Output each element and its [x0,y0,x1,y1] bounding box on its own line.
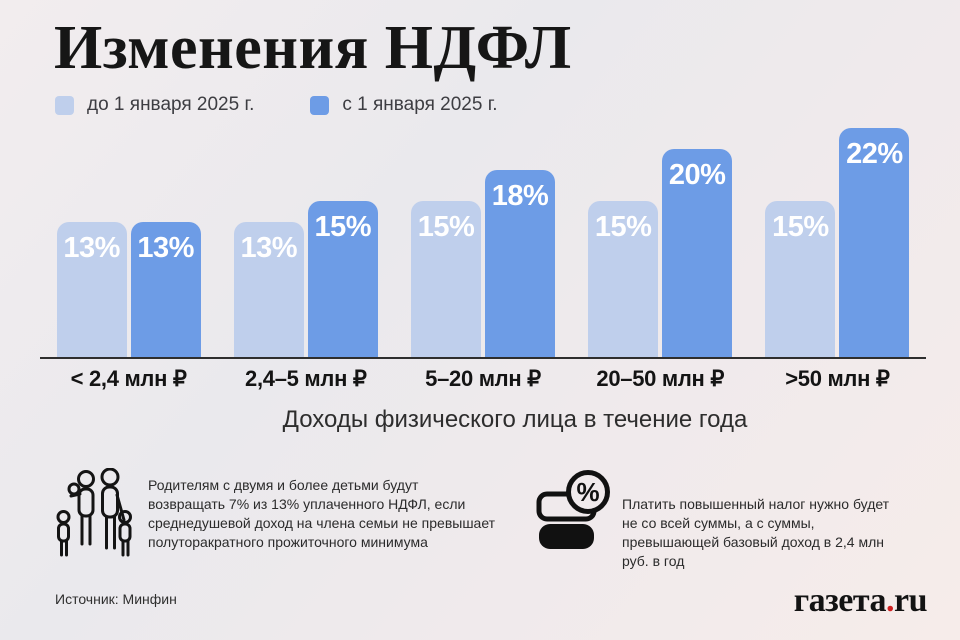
bar-before: 13% [56,222,127,357]
bar-value-label: 13% [240,232,298,264]
bar-value-label: 15% [594,211,652,243]
bar-chart: 13% 13% 13% 15% 15% 18% 15% 20% 15% 22% < 2,4 млн… [40,0,926,433]
x-axis-labels: < 2,4 млн ₽ 2,4–5 млн ₽ 5–20 млн ₽ 20–50 мл… [40,366,926,392]
family-icon [54,467,134,571]
source-label: Источник: Минфин [55,591,177,607]
legend-label-before: до 1 января 2025 г. [87,94,255,115]
bar-after: 18% [485,170,555,357]
bar-value-label: 20% [668,159,726,191]
legend-swatch-before [55,95,74,115]
bar-group: 15% 22% [749,128,926,357]
bar-group: 13% 15% [217,201,394,357]
bar-value-label: 22% [846,138,903,170]
bar-value-label: 13% [63,232,120,264]
bar-after: 13% [130,222,201,357]
bar-value-label: 13% [137,232,194,264]
x-axis-category-label: < 2,4 млн ₽ [70,366,187,391]
bar-groups: 13% 13% 13% 15% 15% 18% 15% 20% 15% 22% [40,0,926,357]
bar-before: 15% [588,201,659,357]
bar-before: 15% [765,201,836,357]
bar-value-label: 15% [772,211,829,243]
x-axis-category-label: >50 млн ₽ [785,366,890,391]
bar-before: 15% [411,201,481,357]
legend-swatch-after [310,95,330,115]
legend-item-after: с 1 января 2025 г. [310,94,498,116]
x-axis-line [40,357,926,359]
bar-group: 15% 20% [572,149,749,357]
bar-value-label: 15% [417,211,475,243]
page-title: Изменения НДФЛ [54,14,572,82]
legend: до 1 января 2025 г. с 1 января 2025 г. [55,94,498,116]
logo-text-left: газета [793,582,887,619]
bar-after: 15% [307,201,378,357]
footnote-family: Родителям с двумя и более детьми будут в… [148,476,498,552]
legend-label-after: с 1 января 2025 г. [342,94,498,115]
bar-value-label: 18% [491,180,549,212]
bar-group: 15% 18% [394,170,571,357]
x-axis-category-label: 5–20 млн ₽ [425,366,541,391]
footnote-family-text: Родителям с двумя и более детьми будут в… [148,477,496,550]
bar-after: 22% [839,128,910,357]
money-percent-icon: % [536,468,612,557]
logo-dot: . [886,582,895,619]
percent-glyph: % [576,477,599,507]
footnote-percent: Платить повышенный налог нужно будет не … [622,495,904,571]
bar-value-label: 15% [314,211,372,243]
gazeta-logo: газета.ru [793,582,928,620]
x-axis-category-label: 2,4–5 млн ₽ [245,366,367,391]
bar-before: 13% [233,222,304,357]
bar-group: 13% 13% [40,222,217,357]
legend-item-before: до 1 января 2025 г. [55,94,254,116]
footnote-percent-text: Платить повышенный налог нужно будет не … [622,496,890,569]
x-axis-category-label: 20–50 млн ₽ [596,366,725,391]
bar-after: 20% [662,149,733,357]
logo-text-right: ru [894,582,928,619]
x-axis-title: Доходы физического лица в течение года [282,406,748,433]
